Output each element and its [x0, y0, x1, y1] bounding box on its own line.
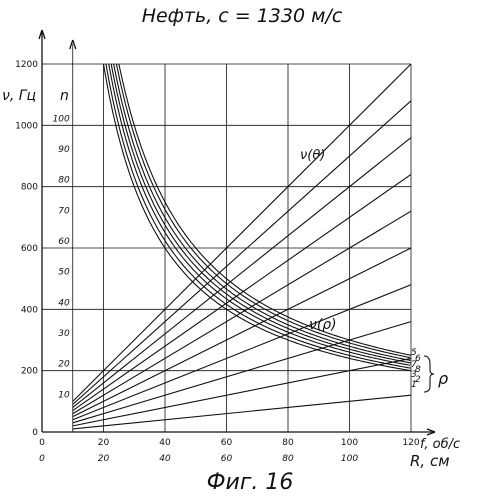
n-tick-label: 70 — [58, 206, 70, 216]
r-tick-label: 80 — [282, 454, 294, 464]
y-tick-label: 600 — [21, 244, 38, 254]
y-tick-label: 400 — [21, 305, 38, 315]
r-tick-label: 60 — [221, 454, 233, 464]
radial-line-n6 — [73, 211, 411, 413]
f-tick-label: 20 — [98, 438, 110, 448]
f-tick-label: 60 — [221, 438, 233, 448]
f-tick-label: 100 — [341, 438, 358, 448]
f-tick-label: 0 — [39, 438, 45, 448]
r-tick-label: 20 — [98, 454, 110, 464]
n-tick-label: 60 — [58, 237, 70, 247]
r-tick-label: 100 — [341, 454, 358, 464]
n-tick-label: 20 — [58, 360, 70, 370]
radial-line-n9 — [73, 101, 411, 405]
n-tick-label: 10 — [58, 390, 70, 400]
rho-brace — [424, 356, 434, 392]
r-axis-label: R, см — [410, 452, 450, 470]
nu-theta-label: ν(θ) — [300, 148, 325, 163]
n-tick-label: 30 — [58, 329, 70, 339]
n-tick-label: 80 — [58, 176, 70, 186]
y-tick-label: 200 — [21, 367, 38, 377]
r-tick-label: 0 — [39, 454, 45, 464]
figure-caption: Фиг. 16 — [207, 470, 294, 495]
y-tick-label: 1000 — [15, 121, 38, 131]
f-axis-label: f, об/с — [420, 437, 460, 452]
chart-title: Нефть, c = 1330 м/с — [142, 5, 343, 27]
f-tick-label: 40 — [159, 438, 171, 448]
n-tick-label: 40 — [58, 298, 70, 308]
r-tick-label: 40 — [159, 454, 171, 464]
n-tick-label: 90 — [58, 145, 70, 155]
radial-line-n7 — [73, 174, 411, 410]
radial-line-n8 — [73, 138, 411, 408]
tick-labels: 0200400600800100012000204060801001200204… — [15, 60, 420, 464]
y-tick-label: 1200 — [15, 60, 38, 70]
rho-curve-label: 1 — [411, 380, 417, 390]
radial-line-n2 — [73, 358, 411, 425]
y-axis-label: ν, Гц — [2, 88, 36, 104]
n-tick-label: 50 — [58, 268, 70, 278]
radial-line-n5 — [73, 248, 411, 417]
n-tick-label: 100 — [53, 114, 70, 124]
radial-line-n3 — [73, 322, 411, 423]
y-tick-label: 800 — [21, 183, 38, 193]
rho-labels: 5678321 — [411, 348, 421, 390]
n-axis-label: n — [60, 88, 69, 104]
nu-rho-label: ν(ρ) — [309, 317, 337, 333]
radial-line-n1 — [73, 395, 411, 429]
grid — [42, 44, 411, 432]
radial-line-n10 — [73, 64, 411, 401]
f-tick-label: 120 — [402, 438, 419, 448]
f-tick-label: 80 — [282, 438, 294, 448]
rho-label: ρ — [438, 369, 448, 388]
y-tick-label: 0 — [32, 428, 38, 438]
